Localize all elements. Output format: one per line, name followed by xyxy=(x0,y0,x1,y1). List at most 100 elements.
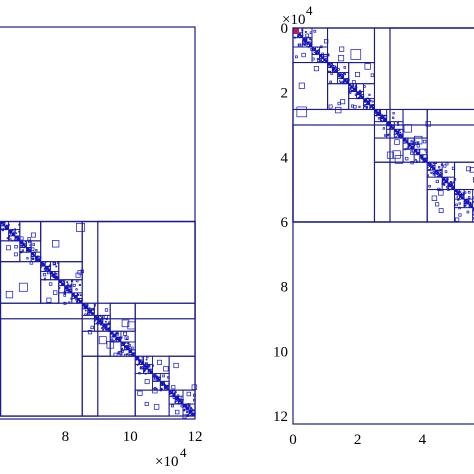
dense-diagonal-block xyxy=(118,339,121,342)
dense-diagonal-block xyxy=(191,412,196,417)
sub-block xyxy=(44,263,46,265)
sub-block xyxy=(437,187,441,191)
dense-diagonal-block xyxy=(432,167,436,171)
sub-block xyxy=(125,337,129,341)
sub-block xyxy=(356,97,359,100)
sub-block xyxy=(455,193,458,196)
sub-block xyxy=(18,223,21,226)
dense-diagonal-block xyxy=(84,305,88,309)
low-rank-block xyxy=(374,121,388,139)
dense-diagonal-block xyxy=(325,60,328,63)
sub-block xyxy=(301,52,306,58)
sub-block xyxy=(344,73,347,76)
dense-diagonal-block xyxy=(366,101,370,105)
sub-block xyxy=(75,288,78,291)
dense-diagonal-block xyxy=(10,231,13,234)
sub-block xyxy=(153,377,156,380)
dense-diagonal-block xyxy=(440,175,443,178)
sub-block xyxy=(115,332,118,334)
sub-block xyxy=(171,385,176,390)
dense-diagonal-block xyxy=(152,373,155,376)
dense-diagonal-block xyxy=(176,397,179,400)
sub-block xyxy=(25,243,27,245)
sub-block xyxy=(187,404,190,406)
dense-diagonal-block xyxy=(472,207,474,210)
low-rank-block xyxy=(134,302,196,357)
dense-diagonal-block xyxy=(82,303,85,306)
sub-block xyxy=(144,372,147,375)
sub-block xyxy=(116,333,119,336)
sub-block xyxy=(136,363,139,366)
sub-block xyxy=(395,136,397,138)
sub-block xyxy=(365,103,367,106)
sub-block xyxy=(172,396,176,399)
sub-block xyxy=(153,386,157,390)
dense-diagonal-block xyxy=(414,149,418,153)
sub-block xyxy=(139,361,141,364)
sub-block xyxy=(127,321,136,330)
sub-block xyxy=(2,229,4,232)
sub-block xyxy=(444,170,448,173)
sub-block xyxy=(68,301,71,304)
dense-diagonal-block xyxy=(102,323,106,327)
left-x-scale-exponent: 4 xyxy=(180,445,187,460)
sub-block xyxy=(415,160,419,163)
sub-block xyxy=(425,121,431,127)
sub-block xyxy=(143,367,145,369)
sub-block xyxy=(32,243,35,246)
sub-block xyxy=(78,283,81,287)
sub-block xyxy=(144,401,149,406)
sub-block xyxy=(55,265,58,268)
dense-diagonal-block xyxy=(124,345,127,348)
dense-diagonal-block xyxy=(338,73,341,76)
sub-block xyxy=(335,106,342,114)
low-rank-block xyxy=(426,188,456,223)
left-axes-frame xyxy=(0,26,196,420)
dense-diagonal-block xyxy=(55,276,58,279)
dense-diagonal-block xyxy=(24,245,27,248)
sub-block xyxy=(466,210,470,214)
low-rank-block xyxy=(81,220,196,304)
sub-block xyxy=(14,231,16,233)
sub-block xyxy=(377,117,381,120)
sub-block xyxy=(397,124,400,126)
sub-block xyxy=(63,301,67,305)
sub-block xyxy=(104,308,109,312)
sub-block xyxy=(321,60,324,63)
sub-block xyxy=(466,166,471,172)
sub-block xyxy=(124,341,127,344)
sub-block xyxy=(328,104,333,109)
sub-block xyxy=(375,112,377,115)
dense-diagonal-block xyxy=(186,407,189,410)
first-pivot-block xyxy=(293,28,299,34)
sub-block xyxy=(48,282,53,286)
dense-diagonal-block xyxy=(334,69,338,73)
sub-block xyxy=(329,80,332,84)
sub-block xyxy=(365,105,368,109)
sub-block xyxy=(392,112,395,115)
dense-diagonal-block xyxy=(372,107,375,110)
sub-block xyxy=(171,404,174,408)
sub-block xyxy=(437,166,441,169)
sub-block xyxy=(353,104,357,109)
sub-block xyxy=(176,400,179,402)
sub-block xyxy=(436,175,439,178)
sub-block xyxy=(137,390,143,396)
sub-block xyxy=(341,73,344,76)
dense-diagonal-block xyxy=(306,41,310,45)
sub-block xyxy=(95,317,97,319)
sub-block xyxy=(467,196,471,199)
sub-block xyxy=(408,146,410,148)
sub-block xyxy=(94,320,96,322)
sub-block xyxy=(104,320,107,323)
sub-block xyxy=(55,272,58,275)
sub-block xyxy=(128,347,131,350)
sub-block xyxy=(139,367,143,370)
low-rank-block xyxy=(19,251,32,263)
sub-block xyxy=(330,72,333,75)
dense-diagonal-block xyxy=(180,401,184,405)
dense-diagonal-block xyxy=(12,233,15,236)
dense-diagonal-block xyxy=(22,243,25,246)
sub-block xyxy=(152,364,154,367)
